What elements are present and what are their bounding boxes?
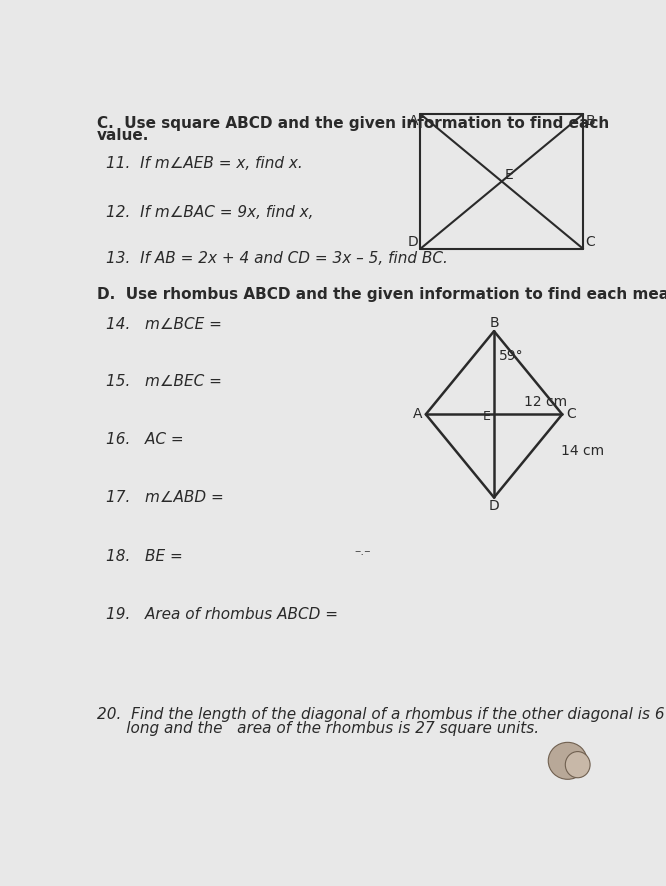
Text: D: D [489, 499, 500, 513]
Text: 14.   m∠BCE =: 14. m∠BCE = [107, 316, 222, 331]
Ellipse shape [565, 751, 590, 778]
Text: 12.  If m∠BAC = 9x, find x,: 12. If m∠BAC = 9x, find x, [107, 205, 314, 220]
Text: –.–: –.– [354, 545, 371, 558]
Text: 19.   Area of rhombus ABCD =: 19. Area of rhombus ABCD = [107, 607, 338, 622]
Text: 20.  Find the length of the diagonal of a rhombus if the other diagonal is 6 uni: 20. Find the length of the diagonal of a… [97, 707, 666, 722]
Text: B: B [490, 315, 499, 330]
Text: 18.   BE =: 18. BE = [107, 549, 183, 564]
Text: 15.   m∠BEC =: 15. m∠BEC = [107, 374, 222, 389]
Text: value.: value. [97, 128, 150, 143]
Ellipse shape [555, 750, 569, 767]
Text: A: A [409, 114, 418, 128]
Text: C: C [566, 408, 575, 422]
Text: C: C [585, 235, 595, 249]
Ellipse shape [548, 742, 587, 780]
Text: B: B [585, 114, 595, 128]
Text: 16.   AC =: 16. AC = [107, 432, 184, 447]
Text: A: A [412, 408, 422, 422]
Text: 17.   m∠ABD =: 17. m∠ABD = [107, 490, 224, 505]
Text: 12 cm: 12 cm [524, 395, 567, 409]
Text: 14 cm: 14 cm [561, 444, 604, 458]
Text: C.  Use square ABCD and the given information to find each: C. Use square ABCD and the given informa… [97, 115, 609, 130]
Text: 59°: 59° [500, 349, 524, 362]
Text: 13.  If AB = 2x + 4 and CD = 3x – 5, find BC.: 13. If AB = 2x + 4 and CD = 3x – 5, find… [107, 251, 448, 266]
Text: E: E [505, 168, 514, 183]
Text: D: D [408, 235, 419, 249]
Text: E: E [483, 410, 491, 424]
Text: D.  Use rhombus ABCD and the given information to find each measure.: D. Use rhombus ABCD and the given inform… [97, 287, 666, 302]
Text: long and the   area of the rhombus is 27 square units.: long and the area of the rhombus is 27 s… [97, 721, 539, 735]
Text: 11.  If m∠AEB = x, find x.: 11. If m∠AEB = x, find x. [107, 156, 303, 171]
